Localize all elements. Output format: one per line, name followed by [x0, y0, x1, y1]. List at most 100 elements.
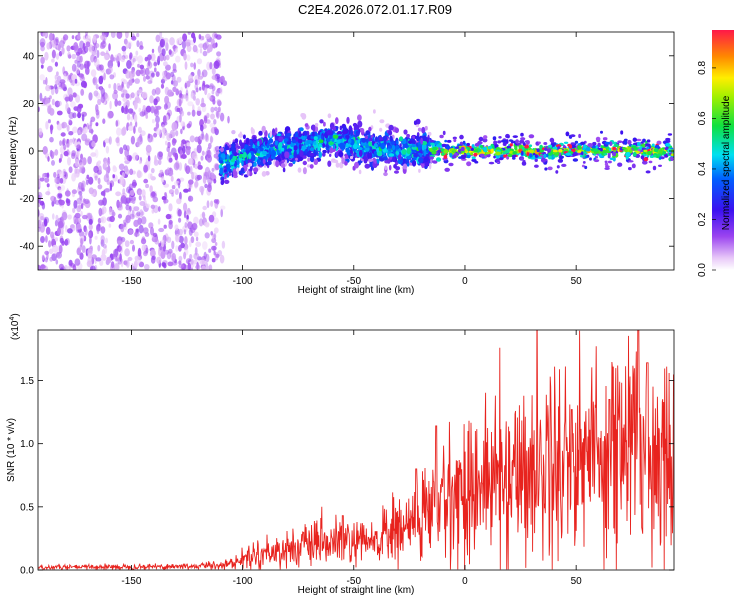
heatmap-cell	[63, 144, 67, 151]
heatmap-cell	[508, 139, 513, 142]
heatmap-cell	[367, 158, 374, 162]
heatmap-cell	[109, 74, 115, 80]
heatmap-cell	[417, 144, 421, 151]
heatmap-cell	[97, 177, 101, 185]
heatmap-cell	[571, 148, 576, 153]
heatmap-cell	[441, 152, 445, 156]
heatmap-cell	[418, 157, 424, 164]
heatmap-cell	[355, 130, 360, 137]
heatmap-cell	[120, 223, 125, 233]
heatmap-cell	[208, 214, 215, 223]
heatmap-cell	[39, 38, 46, 47]
heatmap-cell	[502, 151, 507, 155]
heatmap-cell	[643, 157, 649, 162]
heatmap-cell	[604, 162, 609, 167]
heatmap-cell	[38, 127, 43, 136]
heatmap-cell	[104, 161, 108, 167]
heatmap-cell	[97, 217, 102, 224]
heatmap-cell	[42, 146, 48, 155]
heatmap-cell	[100, 235, 105, 243]
heatmap-cell	[412, 160, 417, 167]
heatmap-cell	[157, 45, 162, 54]
heatmap-cell	[297, 138, 303, 144]
heatmap-cell	[168, 49, 172, 55]
heatmap-cell	[552, 146, 558, 150]
heatmap-cell	[248, 152, 252, 160]
heatmap-cell	[270, 149, 277, 157]
heatmap-cell	[55, 53, 60, 60]
heatmap-cell	[471, 156, 476, 160]
heatmap-cell	[114, 98, 118, 107]
heatmap-cell	[556, 165, 560, 169]
heatmap-cell	[183, 229, 187, 235]
heatmap-cell	[50, 231, 55, 239]
heatmap-cell	[300, 145, 306, 152]
heatmap-cell	[361, 137, 367, 143]
heatmap-cell	[251, 154, 256, 162]
heatmap-cell	[534, 154, 538, 158]
heatmap-cell	[307, 157, 310, 162]
heatmap-cell	[118, 163, 125, 171]
heatmap-cell	[71, 35, 75, 40]
heatmap-cell	[71, 152, 76, 159]
heatmap-cell	[171, 253, 177, 262]
heatmap-cell	[90, 54, 95, 63]
heatmap-cell	[108, 65, 113, 74]
heatmap-cell	[176, 76, 182, 83]
heatmap-cell	[186, 123, 191, 129]
heatmap-cell	[291, 139, 297, 144]
heatmap-cell	[223, 169, 227, 173]
heatmap-cell	[213, 199, 218, 204]
heatmap-cell	[239, 154, 243, 159]
heatmap-cell	[383, 172, 388, 177]
heatmap-cell	[78, 162, 85, 169]
heatmap-cell	[124, 260, 129, 267]
heatmap-cell	[39, 177, 45, 182]
heatmap-cell	[136, 140, 141, 148]
heatmap-cell	[204, 166, 211, 176]
heatmap-cell	[113, 89, 118, 95]
heatmap-cell	[213, 153, 220, 159]
heatmap-cell	[60, 267, 64, 270]
heatmap-cell	[211, 167, 215, 172]
heatmap-cell	[57, 221, 64, 229]
heatmap-cell	[628, 160, 634, 163]
heatmap-cell	[51, 200, 55, 207]
heatmap-cell	[539, 144, 543, 150]
heatmap-cell	[155, 128, 162, 136]
heatmap-cell	[51, 160, 55, 166]
heatmap-cell	[521, 150, 524, 156]
heatmap-cell	[191, 223, 198, 231]
heatmap-cell	[214, 145, 220, 152]
heatmap-cell	[189, 165, 193, 175]
heatmap-cell	[137, 126, 142, 133]
heatmap-cell	[286, 141, 291, 145]
colorbar-tick-label: 0.2	[697, 212, 708, 226]
heatmap-cell	[199, 259, 206, 265]
heatmap-cell	[418, 168, 421, 173]
heatmap-cell	[48, 32, 54, 42]
heatmap-cell	[429, 139, 435, 143]
heatmap-cell	[313, 141, 317, 146]
heatmap-cell	[138, 160, 142, 165]
heatmap-cell	[80, 203, 84, 210]
heatmap-cell	[65, 102, 69, 112]
heatmap-cell	[345, 134, 350, 139]
heatmap-cell	[213, 178, 217, 184]
heatmap-cell	[166, 236, 172, 243]
heatmap-cell	[170, 80, 174, 85]
heatmap-cell	[555, 170, 559, 174]
heatmap-cell	[57, 186, 62, 191]
heatmap-cell	[40, 64, 44, 69]
heatmap-cell	[131, 35, 137, 41]
heatmap-cell	[206, 149, 212, 159]
heatmap-cell	[648, 160, 653, 164]
heatmap-cell	[79, 40, 85, 50]
heatmap-cell	[228, 144, 232, 148]
heatmap-cell	[176, 107, 181, 112]
heatmap-cell	[190, 236, 195, 244]
heatmap-cell	[94, 175, 98, 181]
heatmap-cell	[49, 256, 54, 262]
heatmap-cell	[42, 173, 45, 180]
heatmap-cell	[142, 91, 148, 99]
